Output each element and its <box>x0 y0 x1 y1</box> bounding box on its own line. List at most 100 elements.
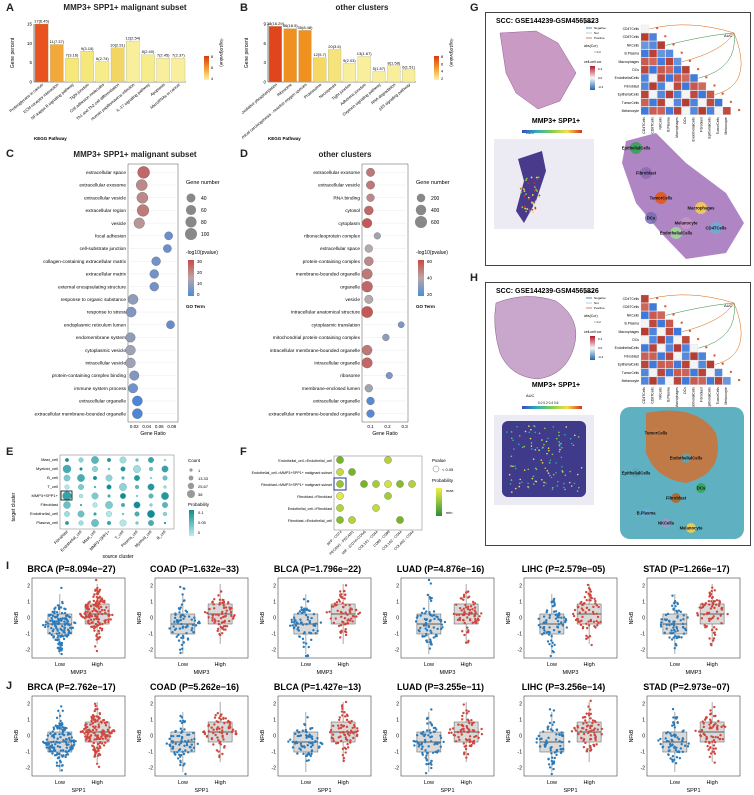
corr-cell <box>657 352 666 361</box>
y-tick-label: -1 <box>395 750 400 756</box>
go-term-dot <box>364 256 374 266</box>
sample-point <box>554 738 558 741</box>
go-term-label: vesicle <box>345 297 360 303</box>
sample-point <box>319 741 322 745</box>
sample-point <box>675 756 679 759</box>
sample-point <box>593 734 597 737</box>
sample-point <box>464 603 467 607</box>
go-term-dot <box>125 345 136 356</box>
celltype-row-label: Melanocyte <box>622 109 639 113</box>
auc-link-node <box>672 43 675 46</box>
sample-point <box>438 741 441 744</box>
celltype-row-label: NKCells <box>627 313 640 317</box>
sample-point <box>101 729 105 732</box>
go-term-dot <box>366 180 375 190</box>
bar-value-label: 7(2.45) <box>157 53 170 58</box>
sample-point <box>92 741 95 745</box>
sample-point <box>51 752 54 755</box>
sample-point <box>190 738 193 742</box>
sample-point <box>107 614 111 618</box>
sample-point <box>57 634 60 637</box>
interaction-dot <box>120 493 126 499</box>
celltype-row-label: CD8TCells <box>623 305 640 309</box>
sample-point <box>170 734 173 738</box>
celltype-region <box>640 167 652 179</box>
sample-point <box>473 606 477 609</box>
corr-cell <box>640 49 649 58</box>
sample-point <box>459 730 463 734</box>
sample-point <box>69 746 72 749</box>
color-legend-bar <box>434 56 439 80</box>
sample-point <box>671 760 674 763</box>
interaction-dot <box>396 516 404 524</box>
sample-point <box>182 641 185 644</box>
sample-point <box>48 745 52 748</box>
sample-point <box>58 631 61 635</box>
sample-point <box>346 742 349 746</box>
sample-point <box>708 603 711 606</box>
auc-link-node <box>737 378 741 382</box>
auc-high-spot <box>527 198 530 201</box>
interaction-dot <box>148 493 154 499</box>
panel-g-legend-pos: Positive <box>594 36 605 40</box>
sample-point <box>417 629 421 632</box>
sample-point <box>425 729 429 732</box>
sample-point <box>206 611 209 615</box>
go-term-dot <box>125 357 136 368</box>
auc-high-spot <box>518 485 521 488</box>
celltype-row-label: Fibroblast <box>624 354 639 358</box>
sample-point <box>340 630 343 633</box>
celltype-region-label: EndothelialCells <box>660 231 693 236</box>
corr-cell <box>665 368 674 377</box>
sample-point <box>303 631 306 634</box>
sample-point <box>344 630 348 634</box>
celltype-col-label: NKCells <box>659 387 663 400</box>
sample-point <box>297 626 300 629</box>
plot-frame <box>646 577 741 659</box>
sample-point <box>95 634 98 638</box>
celltype-col-label: DCs <box>683 387 687 394</box>
sample-point <box>174 742 177 746</box>
sample-point <box>318 745 321 748</box>
sample-point <box>91 621 94 624</box>
sample-point <box>340 593 343 596</box>
auc-high-spot <box>543 484 545 487</box>
sample-point <box>352 736 355 740</box>
sample-point <box>430 735 434 738</box>
sample-point <box>311 742 314 745</box>
sample-point <box>339 731 342 734</box>
sample-point <box>349 739 352 742</box>
sample-point <box>673 726 677 729</box>
sample-point <box>468 740 471 744</box>
sample-point <box>342 756 346 760</box>
sample-point <box>97 749 100 752</box>
auc-colorbar <box>522 130 582 133</box>
y-tick-label: 0 <box>519 616 522 622</box>
sample-point <box>180 643 184 647</box>
corr-cell <box>640 311 649 320</box>
interaction-dot <box>119 483 127 491</box>
sample-point <box>356 733 359 736</box>
sample-point <box>682 618 685 621</box>
sample-point <box>289 624 292 627</box>
size-legend-tick: 100 <box>201 232 210 238</box>
sample-point <box>430 763 433 766</box>
interaction-dot <box>105 474 113 482</box>
sample-point <box>227 726 230 729</box>
sample-point <box>581 609 585 612</box>
sample-point <box>457 735 460 739</box>
corr-cell <box>665 82 674 91</box>
sample-point <box>715 610 719 613</box>
sample-point <box>65 738 68 741</box>
sample-point <box>55 611 59 614</box>
go-term-dot <box>132 395 143 407</box>
sample-point <box>49 619 52 622</box>
sample-point <box>558 732 561 736</box>
size-legend-dot <box>415 216 427 228</box>
sample-point <box>216 727 219 730</box>
sample-point <box>595 604 599 607</box>
sample-point <box>174 729 177 733</box>
sample-point <box>66 753 70 756</box>
sample-point <box>715 628 718 631</box>
